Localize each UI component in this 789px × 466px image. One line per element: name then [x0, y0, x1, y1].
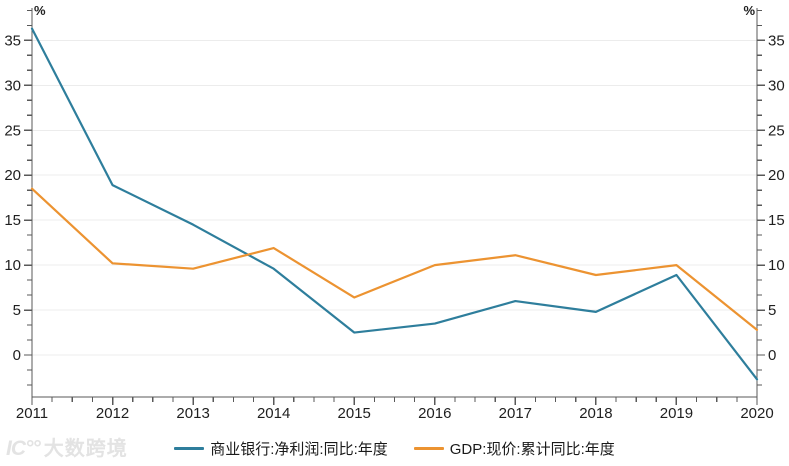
legend-item-bank-net-profit: 商业银行:净利润:同比:年度	[174, 438, 388, 459]
legend-item-gdp: GDP:现价:累计同比:年度	[413, 438, 615, 459]
legend-label-gdp: GDP:现价:累计同比:年度	[449, 440, 615, 458]
y-tick-label-right: 0	[768, 347, 776, 364]
x-tick-label: 2014	[257, 405, 290, 422]
series-line-1	[30, 187, 759, 331]
y-tick-label-left: 5	[13, 302, 21, 319]
y-tick-label-left: 0	[13, 347, 21, 364]
x-tick-label: 2016	[418, 405, 451, 422]
legend-label-bank-net-profit: 商业银行:净利润:同比:年度	[210, 440, 388, 458]
y-tick-label-left: 20	[4, 167, 21, 184]
watermark-logo-icon: IC°°	[6, 437, 41, 460]
legend-line-swatch-blue	[174, 446, 205, 450]
x-tick-label: 2012	[96, 405, 129, 422]
y-axis-unit-right: %	[743, 3, 755, 18]
y-tick-label-left: 30	[4, 77, 21, 94]
y-tick-label-right: 35	[768, 32, 785, 49]
chart-legend: 商业银行:净利润:同比:年度 GDP:现价:累计同比:年度	[0, 437, 789, 459]
x-tick-label: 2013	[176, 405, 209, 422]
x-tick-label: 2011	[16, 405, 48, 422]
y-tick-label-left: 35	[4, 32, 21, 49]
series-line-0	[30, 27, 759, 381]
watermark: IC°° 大数跨境	[6, 438, 128, 459]
x-tick-label: 2020	[740, 405, 773, 422]
x-tick-label: 2015	[338, 405, 371, 422]
legend-line-swatch-orange	[413, 446, 444, 450]
y-tick-label-right: 20	[768, 167, 785, 184]
y-tick-label-right: 25	[768, 122, 785, 139]
y-tick-label-right: 10	[768, 257, 785, 274]
y-tick-label-left: 25	[4, 122, 21, 139]
x-tick-label: 2018	[579, 405, 612, 422]
y-tick-label-right: 30	[768, 77, 785, 94]
watermark-brand-text: 大数跨境	[43, 437, 128, 460]
y-tick-label-right: 5	[768, 302, 776, 319]
x-tick-label: 2017	[499, 405, 532, 422]
x-tick-label: 2019	[660, 405, 693, 422]
y-tick-label-right: 15	[768, 212, 785, 229]
y-tick-label-left: 10	[4, 257, 21, 274]
y-tick-label-left: 15	[4, 212, 21, 229]
y-axis-unit-left: %	[34, 3, 46, 18]
